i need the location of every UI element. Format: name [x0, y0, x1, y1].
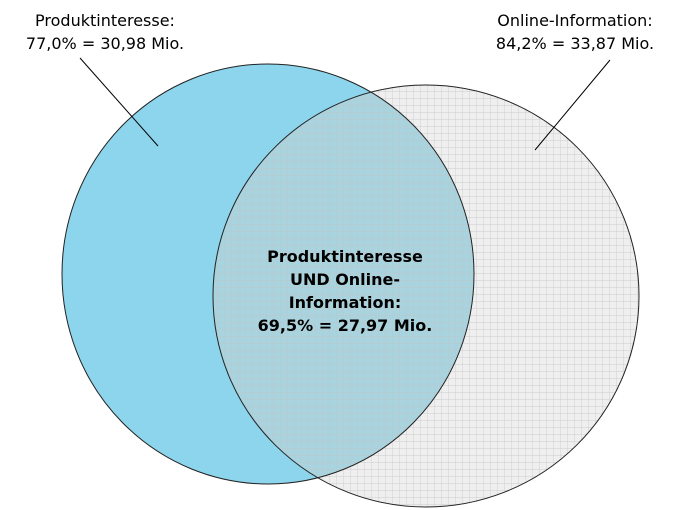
set-label: Online-Information:	[497, 11, 652, 30]
leader-line	[534, 59, 611, 151]
set-label: Produktinteresse:	[35, 11, 175, 30]
set-value: 77,0% = 30,98 Mio.	[26, 34, 184, 53]
intersection-label: Information:	[289, 293, 402, 312]
grid-pattern	[213, 85, 639, 507]
circle-outline	[212, 84, 640, 508]
set-value: 84,2% = 33,87 Mio.	[496, 34, 654, 53]
intersection-label: Produktinteresse	[267, 247, 423, 266]
circle-outline	[61, 63, 475, 485]
intersection-label: UND Online-	[290, 270, 400, 289]
intersection-label: 69,5% = 27,97 Mio.	[258, 316, 433, 335]
leader-line	[79, 57, 159, 147]
